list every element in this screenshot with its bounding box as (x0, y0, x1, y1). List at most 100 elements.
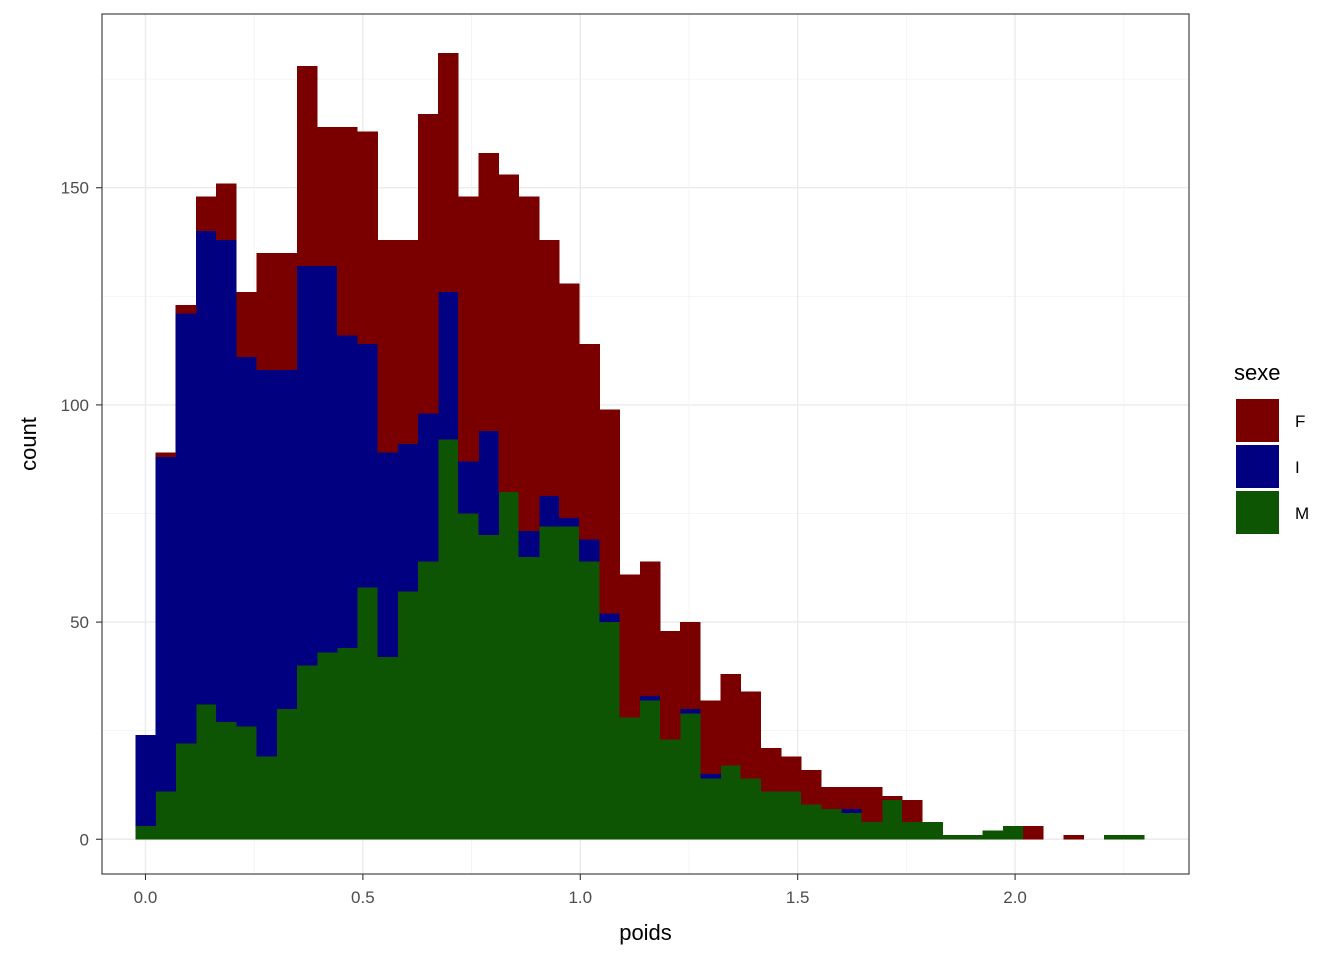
y-tick-label: 0 (80, 830, 89, 849)
bar-f (155, 452, 177, 458)
bar-f (579, 344, 600, 540)
bar-f (861, 787, 883, 822)
bar-f (195, 196, 217, 232)
bar-m (518, 556, 540, 840)
bar-i (559, 517, 580, 527)
bar-m (740, 778, 762, 840)
bar-m (922, 821, 943, 840)
bar-i (135, 735, 156, 827)
legend-title: sexe (1234, 360, 1280, 385)
bar-i (700, 774, 721, 779)
bar-i (296, 265, 318, 666)
bar-f (417, 113, 439, 414)
bar-f (599, 409, 620, 614)
bar-f (1063, 834, 1085, 840)
bar-i (417, 413, 439, 562)
bar-m (256, 756, 278, 840)
bar-f (216, 183, 237, 240)
bar-f (801, 769, 822, 805)
bar-m (538, 526, 560, 840)
x-axis-title: poids (619, 920, 672, 945)
bar-i (397, 444, 419, 592)
bar-i (195, 231, 217, 705)
bar-m (559, 526, 580, 840)
bar-f (276, 252, 298, 371)
bar-f (458, 196, 479, 462)
bar-m (821, 808, 842, 840)
bar-i (276, 370, 298, 709)
bar-f (619, 574, 641, 718)
bar-m (1123, 834, 1145, 840)
bar-m (780, 791, 802, 840)
y-tick-label: 150 (61, 179, 89, 198)
bar-f (639, 561, 661, 696)
bar-f (700, 700, 721, 775)
bar-i (216, 239, 237, 722)
bar-m (962, 834, 984, 840)
histogram-bars (135, 53, 1145, 840)
bar-m (397, 591, 419, 840)
bar-f (518, 196, 540, 531)
bar-f (397, 239, 419, 444)
bar-i (680, 708, 701, 714)
bar-f (1023, 826, 1044, 840)
bar-i (518, 530, 540, 557)
bar-m (982, 830, 1004, 840)
bar-f (720, 674, 742, 766)
y-tick-label: 50 (70, 613, 89, 632)
bar-i (478, 430, 499, 536)
bar-m (377, 656, 399, 840)
bar-f (740, 691, 762, 779)
bar-m (195, 704, 217, 840)
bar-f (498, 174, 520, 492)
x-tick-label: 0.0 (134, 888, 158, 907)
bar-m (175, 743, 197, 840)
x-tick-label: 1.0 (568, 888, 592, 907)
x-tick-label: 1.5 (786, 888, 810, 907)
bar-m (801, 804, 822, 840)
bar-m (1103, 834, 1125, 840)
bar-m (216, 721, 237, 840)
bar-i (155, 457, 177, 792)
legend-key-m (1236, 491, 1279, 534)
bar-m (135, 826, 156, 840)
bar-m (438, 439, 459, 840)
bar-i (337, 335, 358, 649)
bar-m (357, 587, 378, 840)
bar-m (236, 726, 257, 840)
bar-f (438, 53, 459, 292)
bar-f (881, 795, 903, 801)
bar-f (337, 126, 358, 336)
bar-m (881, 800, 903, 840)
bar-i (357, 344, 378, 588)
legend-label-f: F (1295, 412, 1305, 431)
bar-f (821, 787, 842, 809)
bar-f (780, 756, 802, 792)
bar-i (236, 357, 257, 727)
legend: sexe F I M (1234, 360, 1309, 534)
bar-m (841, 813, 863, 840)
panel-border (101, 13, 1190, 875)
y-axis-title: count (16, 417, 41, 471)
bar-m (639, 700, 661, 840)
bar-i (639, 695, 661, 701)
legend-label-m: M (1295, 504, 1309, 523)
bar-m (458, 513, 479, 840)
bar-m (760, 791, 782, 840)
bar-m (659, 739, 681, 840)
y-axis-ticks: 0 50 100 150 (61, 179, 102, 849)
bar-f (236, 291, 257, 358)
bar-f (175, 305, 197, 314)
bar-m (296, 665, 318, 840)
bar-m (276, 708, 298, 840)
bar-m (316, 652, 338, 840)
bar-f (760, 748, 782, 792)
bar-m (680, 713, 701, 840)
bar-f (296, 66, 318, 266)
bar-i (256, 370, 278, 757)
bar-m (942, 834, 963, 840)
bar-f (902, 800, 923, 822)
bar-i (458, 461, 479, 514)
bar-m (700, 778, 721, 840)
bar-f (357, 131, 378, 345)
